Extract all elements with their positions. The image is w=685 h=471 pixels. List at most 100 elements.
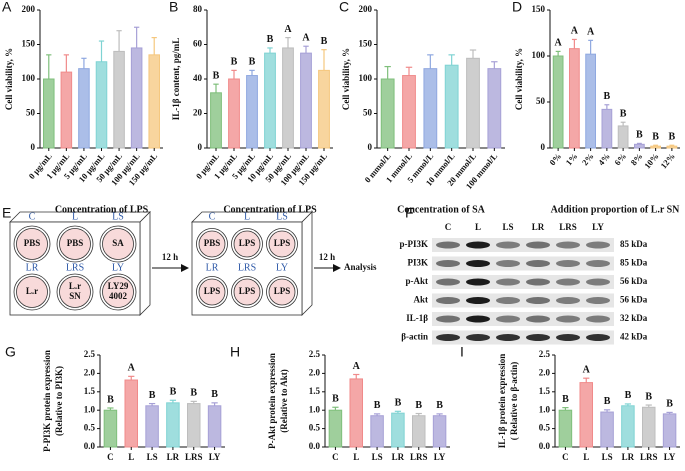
- significance-letter: B: [374, 400, 381, 411]
- significance-letter: B: [562, 394, 569, 405]
- x-tick-label: LRS: [185, 452, 203, 462]
- panel-label: F: [405, 205, 414, 221]
- end-label: Analysis: [344, 262, 377, 272]
- blot-strip: [432, 238, 614, 252]
- bar: [666, 145, 678, 149]
- bar: [103, 409, 118, 448]
- significance-letter: B: [645, 391, 652, 402]
- bar: [187, 403, 201, 448]
- lane-label: C: [445, 222, 452, 232]
- y-tick-label: 40: [193, 73, 203, 83]
- well-group-label: LY: [276, 262, 288, 273]
- well-label: PBS: [67, 238, 84, 248]
- significance-letter: A: [128, 363, 136, 374]
- y-tick-label: 50: [536, 96, 546, 106]
- error-bar: [211, 402, 218, 406]
- blot-band: [496, 278, 520, 286]
- bar: [579, 382, 593, 448]
- blot-size-label: 42 kDa: [620, 332, 648, 342]
- error-bar: [107, 407, 114, 411]
- bar: [370, 415, 384, 448]
- blot-band: [586, 260, 610, 267]
- y-axis-title: Cell viability, %: [341, 48, 351, 110]
- error-bar: [116, 30, 122, 52]
- x-tick-label: LR: [167, 452, 180, 462]
- significance-letter: A: [583, 364, 591, 375]
- x-tick-label: LRS: [640, 452, 658, 462]
- lane-label: LR: [532, 222, 545, 232]
- bar: [148, 54, 160, 149]
- blot-row-label: Akt: [413, 295, 428, 305]
- blot-band: [526, 297, 550, 304]
- bar: [349, 378, 363, 448]
- blot-band: [466, 334, 490, 341]
- y-tick-label: 2.0: [84, 367, 96, 377]
- panel-label: I: [460, 344, 464, 360]
- error-bar: [169, 399, 177, 403]
- significance-letter: B: [604, 396, 611, 407]
- well-label: L.r: [69, 281, 81, 291]
- significance-letter: B: [231, 57, 238, 68]
- error-bar: [213, 83, 219, 93]
- x-tick-label: LR: [622, 452, 635, 462]
- x-axis-title: Concentration of LPS: [223, 204, 317, 215]
- blot-band: [466, 278, 490, 286]
- blot-band: [496, 260, 520, 267]
- error-bar: [98, 40, 105, 62]
- bar: [585, 53, 596, 149]
- significance-letter: A: [353, 361, 361, 372]
- x-tick-label: 1%: [564, 151, 580, 167]
- blot-band: [526, 315, 550, 323]
- y-tick-label: 1.5: [539, 386, 551, 396]
- well-inner: [233, 230, 261, 258]
- well-label: 4002: [109, 291, 128, 301]
- significance-letter: B: [395, 398, 402, 409]
- y-axis-title: IL-1β content, pg/mL: [171, 38, 181, 121]
- well-inner: [268, 278, 296, 306]
- bar: [210, 92, 222, 149]
- well-group-label: C: [209, 211, 216, 222]
- well-label: LPS: [239, 286, 256, 296]
- significance-letter: B: [211, 389, 218, 400]
- bar: [124, 379, 138, 448]
- bar: [444, 64, 459, 149]
- error-bar: [669, 144, 675, 147]
- blot-strip: [432, 293, 614, 308]
- significance-letter: B: [666, 399, 673, 410]
- lane-label: LY: [592, 222, 604, 232]
- x-tick-label: LRS: [410, 452, 428, 462]
- well-inner: [59, 228, 91, 260]
- error-bar: [128, 375, 135, 381]
- blot-size-label: 56 kDa: [620, 295, 648, 305]
- well-group-label: L: [244, 211, 250, 222]
- y-tick-label: 0: [368, 142, 373, 152]
- panel-label: A: [2, 0, 12, 15]
- x-tick-label: 10%: [642, 151, 661, 170]
- well-label: PBS: [24, 238, 41, 248]
- bar: [569, 48, 580, 149]
- well-group-label: LS: [112, 211, 124, 222]
- bar: [650, 145, 661, 149]
- bar: [600, 411, 614, 448]
- y-tick-label: 0.5: [84, 423, 96, 433]
- error-bar: [562, 407, 569, 411]
- significance-letter: B: [249, 57, 256, 68]
- well-inner: [59, 276, 91, 308]
- error-bar: [636, 142, 642, 145]
- well-label: LPS: [239, 238, 256, 248]
- blot-band: [436, 334, 460, 341]
- bar: [228, 78, 240, 149]
- well-label: LY29: [108, 281, 129, 291]
- x-tick-label: C: [107, 452, 114, 462]
- error-bar: [555, 50, 561, 56]
- bar: [282, 47, 294, 149]
- y-tick-label: 0.5: [309, 423, 321, 433]
- blot-band: [556, 260, 580, 267]
- y-axis-title: (Relative to PI3K): [54, 366, 64, 436]
- y-tick-label: 2.5: [539, 349, 551, 359]
- y-tick-label: 100: [532, 50, 546, 60]
- x-tick-label: 12%: [658, 151, 677, 170]
- bar: [300, 52, 312, 149]
- error-bar: [321, 49, 327, 71]
- x-tick-label: L: [583, 452, 589, 462]
